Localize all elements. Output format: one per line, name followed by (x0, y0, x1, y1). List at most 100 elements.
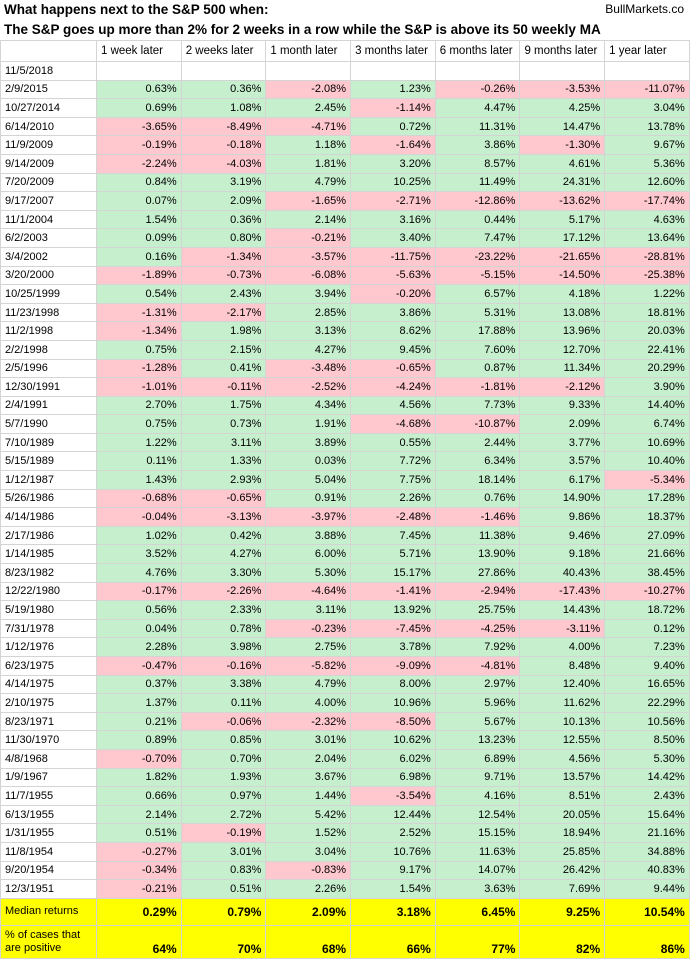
return-cell: -5.82% (265, 656, 352, 676)
return-cell: 1.81% (265, 153, 352, 174)
table-row: 11/9/2009 -0.19% -0.18% 1.18% -1.64% 3.86% -1.… (0, 135, 690, 155)
return-cell: 22.29% (604, 693, 690, 713)
return-cell: -1.65% (265, 191, 352, 211)
return-cell: 12.70% (519, 339, 606, 360)
return-cell: 4.47% (434, 98, 521, 118)
return-cell: 4.76% (96, 563, 182, 583)
return-cell: -2.17% (180, 302, 267, 323)
return-cell: 0.42% (180, 525, 267, 546)
column-header-9-months: 9 months later (519, 40, 606, 62)
return-cell: 4.00% (519, 637, 606, 657)
return-cell: 21.66% (604, 544, 690, 565)
return-cell: 14.07% (434, 860, 521, 881)
return-cell: 2.85% (265, 302, 352, 323)
return-cell (265, 61, 352, 81)
date-cell: 1/14/1985 (0, 544, 97, 565)
return-cell: -0.73% (180, 265, 267, 286)
return-cell: 6.17% (519, 470, 606, 490)
returns-table: 1 week later 2 weeks later 1 month later… (0, 40, 690, 959)
return-cell: 11.31% (434, 116, 521, 137)
date-cell: 2/4/1991 (0, 395, 97, 416)
table-row: 5/15/1989 0.11% 1.33% 0.03% 7.72% 6.34% 3.57% 1… (0, 451, 690, 472)
return-cell: 0.11% (96, 451, 182, 472)
return-cell: 12.44% (350, 804, 436, 825)
return-cell: 0.78% (180, 618, 267, 639)
return-cell: 3.38% (180, 674, 267, 695)
return-cell: 9.45% (350, 339, 436, 360)
return-cell: -0.19% (96, 135, 182, 155)
return-cell: 2.70% (96, 395, 182, 416)
title-line-1: What happens next to the S&P 500 when: (4, 2, 269, 17)
return-cell: 14.42% (604, 767, 690, 788)
return-cell: -0.16% (180, 656, 267, 676)
positive-value: 64% (96, 924, 182, 959)
date-cell: 1/9/1967 (0, 767, 97, 788)
return-cell: 3.94% (265, 284, 352, 304)
return-cell: 2.09% (519, 414, 606, 434)
return-cell: 4.79% (265, 172, 352, 193)
return-cell (434, 61, 521, 81)
return-cell: 18.94% (519, 823, 606, 843)
return-cell: 4.16% (434, 786, 521, 806)
date-cell: 5/15/1989 (0, 451, 97, 472)
return-cell: -14.50% (519, 265, 606, 286)
return-cell: -1.30% (519, 135, 606, 155)
table-row: 3/20/2000 -1.89% -0.73% -6.08% -5.63% -5.15% -… (0, 265, 690, 286)
return-cell: 3.01% (265, 730, 352, 750)
positive-value: 82% (519, 924, 606, 959)
date-cell: 12/3/1951 (0, 879, 97, 899)
table-row: 11/30/1970 0.89% 0.85% 3.01% 10.62% 13.23% 12.… (0, 730, 690, 750)
return-cell: 0.37% (96, 674, 182, 695)
table-row: 2/10/1975 1.37% 0.11% 4.00% 10.96% 5.96% 11.62… (0, 693, 690, 713)
return-cell: 7.23% (604, 637, 690, 657)
return-cell: 2.52% (350, 823, 436, 843)
positive-value: 77% (434, 924, 521, 959)
return-cell: 0.75% (96, 414, 182, 434)
return-cell: 5.30% (265, 563, 352, 583)
column-header-3-months: 3 months later (350, 40, 436, 62)
column-header-date (0, 40, 97, 62)
date-cell: 9/17/2007 (0, 191, 97, 211)
return-cell: -1.41% (350, 581, 436, 602)
return-cell: 11.38% (434, 525, 521, 546)
table-row: 1/14/1985 3.52% 4.27% 6.00% 5.71% 13.90% 9.18%… (0, 544, 690, 565)
return-cell: 0.12% (604, 618, 690, 639)
return-cell: -3.57% (265, 246, 352, 267)
return-cell: -3.97% (265, 507, 352, 527)
return-cell: 10.62% (350, 730, 436, 750)
return-cell: -1.14% (350, 98, 436, 118)
return-cell: 0.76% (434, 488, 521, 509)
return-cell: 0.03% (265, 451, 352, 472)
return-cell: -10.87% (434, 414, 521, 434)
date-cell: 11/7/1955 (0, 786, 97, 806)
return-cell: -3.53% (519, 79, 606, 100)
return-cell: 34.88% (604, 841, 690, 862)
return-cell: -3.11% (519, 618, 606, 639)
table-row: 6/13/1955 2.14% 2.72% 5.42% 12.44% 12.54% 20.0… (0, 804, 690, 825)
table-row: 3/4/2002 0.16% -1.34% -3.57% -11.75% -23.22% -… (0, 246, 690, 267)
table-row: 2/17/1986 1.02% 0.42% 3.88% 7.45% 11.38% 9.46%… (0, 525, 690, 546)
return-cell: 5.30% (604, 748, 690, 769)
return-cell: 8.57% (434, 153, 521, 174)
return-cell: 9.46% (519, 525, 606, 546)
return-cell: 6.02% (350, 748, 436, 769)
return-cell: 27.09% (604, 525, 690, 546)
return-cell: 13.96% (519, 321, 606, 341)
return-cell: -8.49% (180, 116, 267, 137)
return-cell: 0.41% (180, 358, 267, 379)
return-cell: 22.41% (604, 339, 690, 360)
return-cell: 4.61% (519, 153, 606, 174)
return-cell: 4.79% (265, 674, 352, 695)
return-cell: 26.42% (519, 860, 606, 881)
table-row: 1/12/1987 1.43% 2.93% 5.04% 7.75% 18.14% 6.17%… (0, 470, 690, 490)
return-cell: 3.11% (180, 432, 267, 453)
date-cell: 9/14/2009 (0, 153, 97, 174)
return-cell: 2.14% (96, 804, 182, 825)
return-cell: 12.54% (434, 804, 521, 825)
return-cell: 3.11% (265, 600, 352, 620)
date-cell: 4/14/1986 (0, 507, 97, 527)
return-cell: 0.44% (434, 209, 521, 230)
return-cell: -0.06% (180, 711, 267, 732)
return-cell: 17.12% (519, 228, 606, 248)
return-cell: -8.50% (350, 711, 436, 732)
